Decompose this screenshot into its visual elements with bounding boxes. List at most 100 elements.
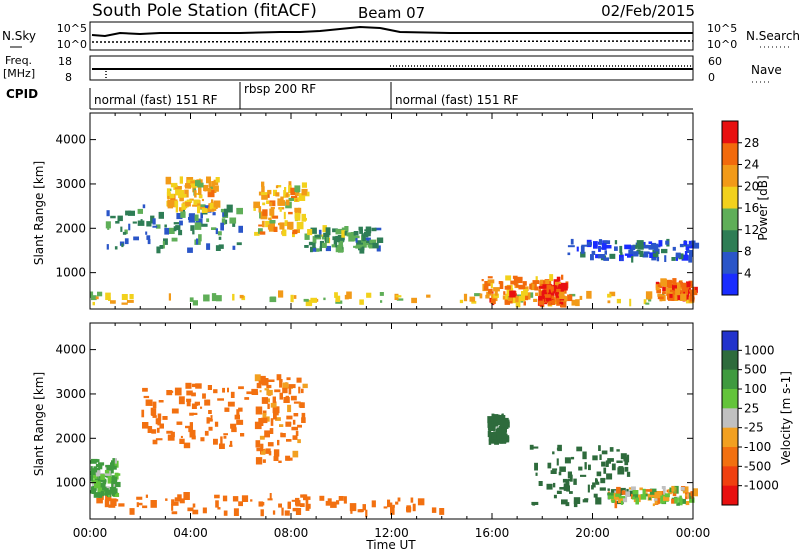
data-cell (273, 408, 279, 416)
data-cell (488, 289, 493, 294)
data-cell (614, 240, 618, 245)
data-cell (220, 208, 226, 213)
data-cell (285, 199, 290, 206)
data-cell (175, 189, 182, 196)
data-cell (616, 298, 621, 304)
data-cell (232, 245, 236, 250)
data-cell (580, 474, 587, 477)
data-cell (120, 226, 123, 232)
data-cell (542, 295, 545, 302)
data-cell (288, 211, 293, 215)
colorbar-block (722, 121, 738, 144)
data-cell (459, 299, 464, 304)
data-cell (636, 240, 644, 248)
data-cell (124, 238, 129, 245)
data-cell (279, 207, 282, 212)
data-cell (111, 460, 114, 463)
velocity-colorbar-label: Velocity [m s-1] (779, 371, 793, 465)
cpid-segment-2: rbsp 200 RF (244, 82, 316, 96)
data-cell (267, 191, 270, 198)
data-cell (310, 247, 317, 252)
data-cell (332, 236, 337, 241)
data-cell (220, 436, 223, 444)
data-cell (229, 440, 233, 447)
data-cell (261, 193, 268, 200)
data-cell (580, 251, 586, 258)
data-cell (567, 245, 575, 248)
data-cell (234, 414, 240, 420)
data-cell (669, 487, 672, 493)
data-cell (159, 423, 164, 429)
data-cell (213, 389, 218, 394)
data-cell (499, 438, 503, 444)
data-cell (645, 489, 653, 492)
data-cell (497, 414, 501, 421)
data-cell (582, 451, 587, 460)
data-cell (295, 503, 303, 507)
data-cell (692, 287, 695, 292)
data-cell (206, 243, 211, 250)
data-cell (129, 508, 135, 515)
data-cell (689, 497, 695, 503)
data-cell (192, 230, 195, 235)
data-cell (194, 401, 200, 406)
data-cell (569, 491, 573, 494)
data-cell (544, 294, 551, 298)
data-cell (689, 289, 693, 293)
data-cell (686, 249, 690, 253)
data-cell (672, 282, 677, 286)
data-cell (92, 486, 97, 491)
data-cell (608, 495, 614, 499)
data-cell (675, 252, 681, 258)
data-cell (538, 289, 542, 298)
data-cell (598, 445, 601, 451)
data-cell (179, 220, 183, 226)
data-cell (230, 391, 235, 398)
data-cell (611, 463, 616, 471)
data-cell (685, 501, 690, 506)
data-cell (648, 497, 651, 500)
data-cell (180, 435, 183, 438)
data-cell (253, 201, 260, 209)
data-cell (617, 467, 625, 475)
data-cell (215, 177, 220, 183)
data-cell (101, 477, 105, 483)
data-cell (534, 281, 537, 289)
velocity-panel: Slant Range [km] 1000 2000 3000 4000 (32, 322, 698, 520)
data-cell (141, 409, 145, 418)
colorbar-tick-label: -1000 (744, 479, 779, 493)
data-cell (372, 242, 379, 249)
data-cell (319, 240, 324, 248)
nave-label: Nave (751, 63, 782, 77)
data-cell (525, 293, 529, 301)
data-cell (293, 413, 299, 417)
data-cell (254, 231, 260, 236)
data-cell (604, 250, 607, 255)
data-cell (338, 496, 344, 501)
data-cell (657, 284, 661, 287)
data-cell (156, 246, 161, 254)
data-cell (156, 427, 160, 433)
data-cell (609, 291, 616, 297)
data-cell (292, 230, 298, 235)
data-cell (288, 185, 292, 193)
data-cell (491, 416, 495, 424)
data-cell (689, 284, 693, 287)
data-cell (479, 293, 483, 299)
data-cell (406, 505, 411, 513)
data-cell (179, 438, 185, 444)
data-cell (300, 494, 306, 498)
data-cell (214, 421, 219, 427)
data-cell (181, 203, 186, 210)
data-cell (193, 199, 198, 206)
data-cell (563, 485, 568, 491)
data-cell (262, 413, 267, 419)
data-cell (509, 284, 513, 291)
data-cell (279, 392, 283, 400)
data-cell (200, 437, 205, 442)
data-cell (173, 226, 177, 232)
data-cell (90, 460, 97, 464)
data-cell (111, 476, 118, 485)
data-cell (541, 291, 544, 299)
data-cell (643, 493, 650, 497)
